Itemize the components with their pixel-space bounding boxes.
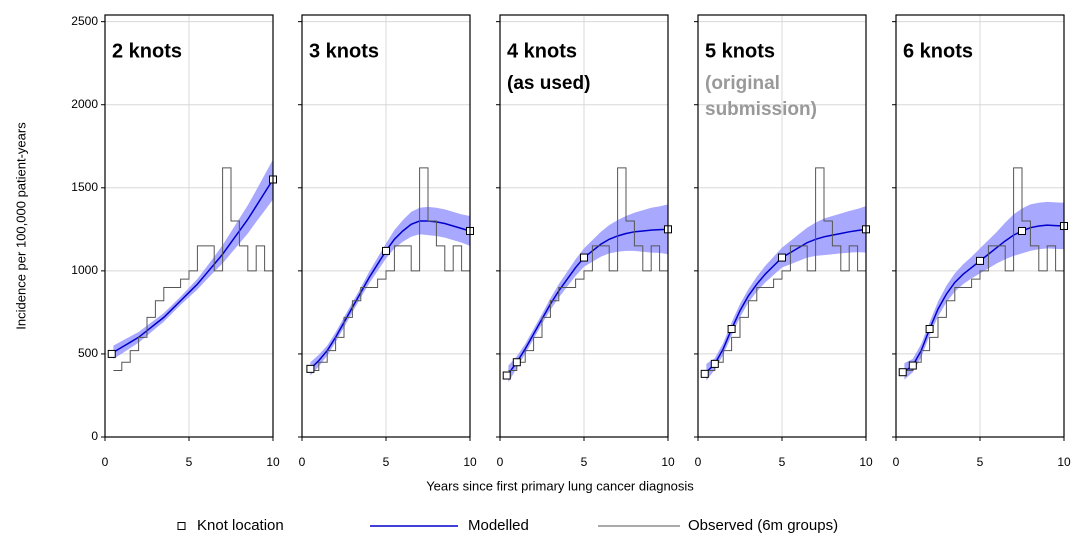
knot-marker <box>512 358 521 367</box>
knot-marker <box>898 368 907 377</box>
knot-marker <box>306 364 315 373</box>
y-axis-label: Incidence per 100,000 patient-years <box>13 122 28 330</box>
knot-marker <box>710 359 719 368</box>
x-tick-label: 0 <box>102 455 109 469</box>
y-tick-label: 1500 <box>71 180 98 194</box>
observed-line <box>706 167 867 372</box>
modelled-line <box>113 179 274 353</box>
knot-marker <box>580 253 588 262</box>
plot-frame <box>104 14 274 438</box>
panel-title: 3 knots <box>309 40 379 62</box>
x-tick-label: 0 <box>497 455 504 469</box>
x-tick-label: 10 <box>1057 455 1071 469</box>
knot-marker <box>107 349 116 358</box>
y-tick-label: 1000 <box>71 263 98 277</box>
confidence-band <box>508 204 668 383</box>
legend-label: Knot location <box>197 517 284 534</box>
knot-marker <box>700 369 709 378</box>
panel-title: 5 knots <box>705 40 775 62</box>
modelled-line <box>507 228 669 375</box>
panel-title: 2 knots <box>112 40 182 62</box>
x-tick-label: 10 <box>463 455 477 469</box>
x-tick-label: 10 <box>661 455 675 469</box>
knot-marker <box>908 361 917 370</box>
y-tick-label: 0 <box>91 429 98 443</box>
x-tick-label: 5 <box>383 455 390 469</box>
x-tick-label: 5 <box>977 455 984 469</box>
confidence-band <box>904 201 1064 380</box>
panel-subtitle: (original <box>705 73 780 94</box>
confidence-band <box>706 206 866 381</box>
x-tick-label: 10 <box>266 455 280 469</box>
x-tick-label: 10 <box>859 455 873 469</box>
panel-subtitle: (as used) <box>507 73 590 94</box>
y-tick-label: 2500 <box>71 14 98 28</box>
plot-frame <box>697 14 867 438</box>
x-tick-label: 5 <box>186 455 193 469</box>
x-tick-label: 5 <box>779 455 786 469</box>
observed-line <box>113 167 274 372</box>
y-tick-label: 2000 <box>71 97 98 111</box>
plot-frame <box>301 14 471 438</box>
knot-marker <box>727 325 736 334</box>
knot-marker <box>382 246 390 255</box>
plot-frame <box>895 14 1065 438</box>
panel-title: 6 knots <box>903 40 973 62</box>
legend-label: Modelled <box>468 517 529 534</box>
plot-frame <box>499 14 669 438</box>
modelled-line <box>309 220 471 370</box>
x-axis-label: Years since first primary lung cancer di… <box>426 478 694 493</box>
knot-marker <box>502 371 511 380</box>
knot-marker <box>976 256 984 265</box>
confidence-band <box>310 206 470 376</box>
knot-marker <box>778 253 786 262</box>
x-tick-label: 0 <box>695 455 702 469</box>
panel-title: 4 knots <box>507 40 577 62</box>
legend-label: Observed (6m groups) <box>688 517 838 534</box>
panel-subtitle: submission) <box>705 99 817 120</box>
y-tick-label: 500 <box>78 346 98 360</box>
legend-knot-marker <box>177 522 186 530</box>
x-tick-label: 5 <box>581 455 588 469</box>
x-tick-label: 0 <box>893 455 900 469</box>
observed-line <box>904 167 1065 372</box>
knot-marker <box>1018 226 1026 235</box>
x-tick-label: 0 <box>299 455 306 469</box>
confidence-band <box>113 159 274 359</box>
knot-marker <box>925 325 934 334</box>
observed-line <box>310 167 471 372</box>
observed-line <box>508 167 669 372</box>
